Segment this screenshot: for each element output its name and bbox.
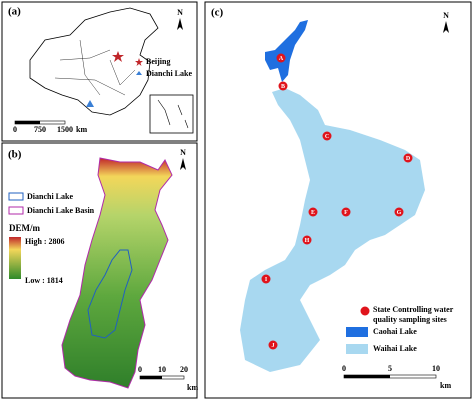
panel-label: (a) bbox=[8, 6, 21, 18]
site-label: F bbox=[344, 210, 348, 216]
scale-label: 0 bbox=[13, 125, 17, 134]
panel-frame bbox=[204, 1, 472, 399]
site-marker bbox=[276, 53, 286, 63]
site-marker bbox=[394, 207, 404, 217]
legend-label: Caohai Lake bbox=[373, 327, 417, 336]
legend-label: Beijing bbox=[146, 57, 170, 66]
legend-label: Waihai Lake bbox=[373, 344, 417, 353]
legend-swatch bbox=[8, 206, 24, 215]
scale-label: km bbox=[440, 381, 451, 390]
dem-title: DEM/m bbox=[9, 223, 40, 233]
scale-label: 0 bbox=[138, 365, 142, 374]
north-label: N bbox=[443, 11, 449, 20]
scale-label: km bbox=[187, 383, 198, 392]
legend-swatch bbox=[346, 344, 368, 354]
site-marker bbox=[278, 81, 288, 91]
panel-frame bbox=[1, 142, 198, 399]
legend-swatch bbox=[346, 327, 368, 337]
dem-legend bbox=[9, 237, 21, 279]
site-marker bbox=[341, 207, 351, 217]
site-label: C bbox=[325, 134, 329, 140]
site-marker bbox=[268, 340, 278, 350]
panel-label: (b) bbox=[8, 149, 22, 161]
scale-label: km bbox=[76, 125, 87, 134]
north-arrow bbox=[443, 21, 449, 33]
dem-low: Low : 1814 bbox=[25, 276, 63, 285]
site-label: J bbox=[272, 343, 275, 349]
waihai-lake bbox=[240, 88, 425, 372]
beijing-marker bbox=[112, 51, 124, 62]
scale-bar bbox=[140, 376, 162, 379]
site-label: A bbox=[279, 56, 284, 62]
dem-high: High : 2806 bbox=[25, 237, 65, 246]
panel-label: (c) bbox=[211, 7, 224, 19]
lake-outline bbox=[87, 249, 133, 339]
legend-label: Dianchi Lake bbox=[146, 69, 192, 78]
panel-frame bbox=[1, 1, 198, 142]
scale-label: 10 bbox=[158, 365, 166, 374]
legend-marker bbox=[360, 306, 370, 316]
islands bbox=[157, 99, 189, 129]
legend-swatch bbox=[8, 192, 24, 201]
scale-label: 10 bbox=[432, 364, 440, 373]
legend-label: Dianchi Lake bbox=[27, 192, 73, 201]
scale-label: 5 bbox=[388, 364, 392, 373]
site-label: G bbox=[397, 210, 402, 216]
site-label: B bbox=[281, 84, 285, 90]
site-label: D bbox=[406, 156, 411, 162]
north-label: N bbox=[180, 148, 186, 157]
site-marker bbox=[322, 131, 332, 141]
site-marker bbox=[308, 207, 318, 217]
basin bbox=[61, 157, 173, 389]
scale-bar bbox=[15, 121, 40, 124]
legend-marker bbox=[136, 71, 142, 75]
north-arrow bbox=[180, 158, 186, 170]
china-outline bbox=[29, 7, 159, 116]
scale-label: 20 bbox=[180, 365, 188, 374]
dianchi-marker bbox=[86, 100, 94, 107]
legend-marker bbox=[135, 58, 143, 66]
legend-label: State Controlling water quality sampling… bbox=[373, 305, 454, 324]
north-label: N bbox=[177, 8, 183, 17]
caohai-lake bbox=[265, 20, 308, 82]
site-marker bbox=[302, 235, 312, 245]
sites: A B C D E F G H I J bbox=[261, 53, 413, 350]
site-marker bbox=[403, 153, 413, 163]
scale-bar bbox=[344, 375, 390, 378]
site-label: H bbox=[305, 238, 310, 244]
scale-label: 750 bbox=[34, 125, 46, 134]
site-label: I bbox=[265, 277, 268, 283]
site-label: E bbox=[311, 210, 315, 216]
site-marker bbox=[261, 274, 271, 284]
scale-label: 0 bbox=[342, 364, 346, 373]
scale-label: 1500 bbox=[57, 125, 73, 134]
legend-label: Dianchi Lake Basin bbox=[27, 206, 95, 215]
inset-box bbox=[149, 94, 194, 134]
north-arrow bbox=[177, 18, 183, 30]
province-borders bbox=[54, 39, 136, 96]
